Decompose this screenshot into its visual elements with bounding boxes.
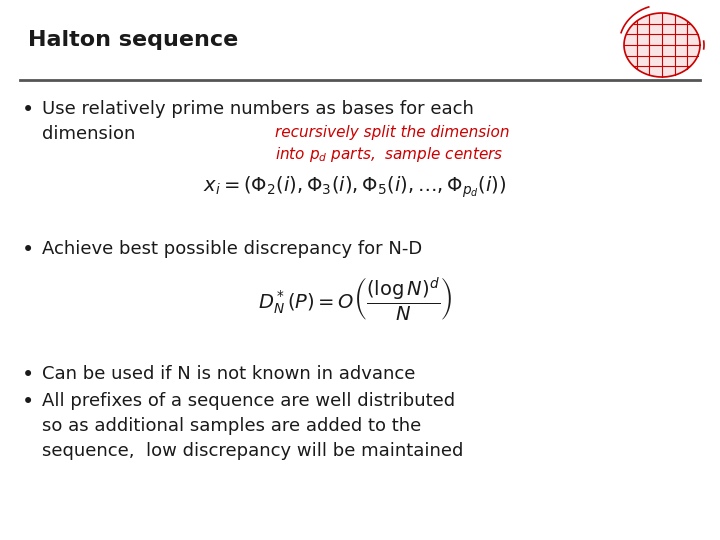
Text: •: • [22, 365, 35, 385]
Text: Use relatively prime numbers as bases for each: Use relatively prime numbers as bases fo… [42, 100, 474, 118]
Text: so as additional samples are added to the: so as additional samples are added to th… [42, 417, 421, 435]
Text: Can be used if N is not known in advance: Can be used if N is not known in advance [42, 365, 415, 383]
Polygon shape [624, 13, 700, 77]
Text: $D_N^*(P) = O\left(\dfrac{(\log N)^d}{N}\right)$: $D_N^*(P) = O\left(\dfrac{(\log N)^d}{N}… [258, 275, 452, 322]
Text: dimension: dimension [42, 125, 135, 143]
Text: $x_i = (\Phi_2(i),\Phi_3(i),\Phi_5(i),\ldots,\Phi_{p_d}(i))$: $x_i = (\Phi_2(i),\Phi_3(i),\Phi_5(i),\l… [203, 175, 507, 200]
Text: •: • [22, 392, 35, 412]
Text: Achieve best possible discrepancy for N-D: Achieve best possible discrepancy for N-… [42, 240, 422, 258]
Text: All prefixes of a sequence are well distributed: All prefixes of a sequence are well dist… [42, 392, 455, 410]
Text: •: • [22, 100, 35, 120]
Text: Halton sequence: Halton sequence [28, 30, 238, 50]
Text: recursively split the dimension: recursively split the dimension [275, 125, 510, 140]
Text: •: • [22, 240, 35, 260]
Text: into $p_d$ parts,  sample centers: into $p_d$ parts, sample centers [275, 145, 503, 164]
Text: sequence,  low discrepancy will be maintained: sequence, low discrepancy will be mainta… [42, 442, 464, 460]
